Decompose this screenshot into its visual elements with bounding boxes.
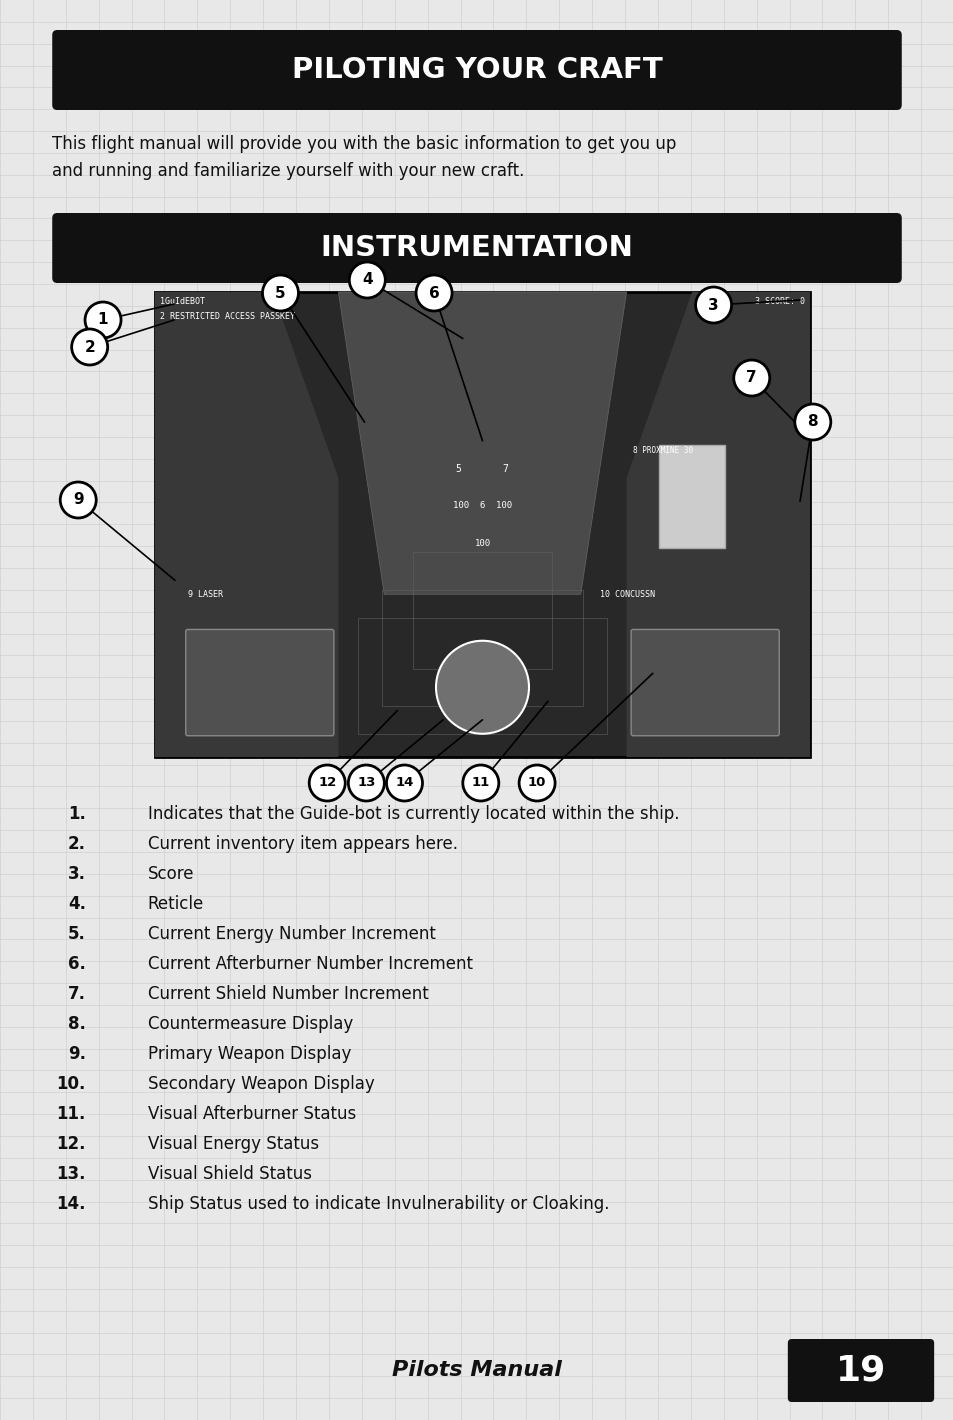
Text: Current inventory item appears here.: Current inventory item appears here. [148,835,457,853]
Polygon shape [626,293,809,757]
Text: 5: 5 [274,285,286,301]
Circle shape [436,640,529,734]
Text: 13.: 13. [56,1164,86,1183]
Text: 14.: 14. [56,1196,86,1213]
Text: 2.: 2. [68,835,86,853]
Circle shape [309,765,345,801]
Text: Visual Shield Status: Visual Shield Status [148,1164,312,1183]
Text: 8 PROXMINE 30: 8 PROXMINE 30 [633,446,693,454]
Circle shape [462,765,498,801]
Text: 10: 10 [527,777,546,790]
FancyBboxPatch shape [52,30,901,109]
FancyBboxPatch shape [154,293,809,757]
Text: 8.: 8. [68,1015,86,1032]
Circle shape [733,361,769,396]
Text: 19: 19 [835,1353,885,1387]
Circle shape [794,405,830,440]
Text: 9: 9 [72,493,84,507]
Text: 3.: 3. [68,865,86,883]
Text: INSTRUMENTATION: INSTRUMENTATION [320,234,633,263]
Text: 11: 11 [471,777,490,790]
Text: Current Energy Number Increment: Current Energy Number Increment [148,924,436,943]
Circle shape [85,302,121,338]
Circle shape [518,765,555,801]
Circle shape [416,275,452,311]
Circle shape [71,329,108,365]
Text: 8: 8 [806,415,818,429]
Text: 6: 6 [428,285,439,301]
Text: 12.: 12. [56,1135,86,1153]
Text: 9 LASER: 9 LASER [188,589,222,599]
Text: Indicates that the Guide-bot is currently located within the ship.: Indicates that the Guide-bot is currentl… [148,805,679,824]
FancyBboxPatch shape [787,1339,933,1402]
Text: 1GuIdEBOT: 1GuIdEBOT [160,297,205,305]
Text: 7.: 7. [68,985,86,1003]
Text: 2 RESTRICTED ACCESS PASSKEY: 2 RESTRICTED ACCESS PASSKEY [160,312,294,321]
Text: Ship Status used to indicate Invulnerability or Cloaking.: Ship Status used to indicate Invulnerabi… [148,1196,609,1213]
FancyBboxPatch shape [659,446,724,548]
Text: 11.: 11. [56,1105,86,1123]
Text: Pilots Manual: Pilots Manual [392,1360,561,1380]
Text: 1: 1 [97,312,109,328]
Text: 5       7: 5 7 [456,464,508,474]
FancyBboxPatch shape [631,629,779,736]
Circle shape [60,481,96,518]
Text: Countermeasure Display: Countermeasure Display [148,1015,353,1032]
Text: 2: 2 [84,339,95,355]
Text: Visual Energy Status: Visual Energy Status [148,1135,318,1153]
Text: Score: Score [148,865,194,883]
Text: This flight manual will provide you with the basic information to get you up
and: This flight manual will provide you with… [52,135,676,180]
Text: 9.: 9. [68,1045,86,1064]
FancyBboxPatch shape [186,629,334,736]
Text: Visual Afterburner Status: Visual Afterburner Status [148,1105,355,1123]
FancyBboxPatch shape [52,213,901,283]
Text: 7: 7 [745,371,757,385]
Text: Current Shield Number Increment: Current Shield Number Increment [148,985,428,1003]
Text: PILOTING YOUR CRAFT: PILOTING YOUR CRAFT [292,55,661,84]
Polygon shape [154,293,338,757]
Circle shape [349,263,385,298]
Text: 4: 4 [361,273,373,287]
Text: Primary Weapon Display: Primary Weapon Display [148,1045,351,1064]
Text: 100: 100 [474,538,490,548]
Circle shape [695,287,731,322]
Text: 100  6  100: 100 6 100 [453,501,512,510]
Circle shape [386,765,422,801]
Text: 4.: 4. [68,895,86,913]
Text: 13: 13 [356,777,375,790]
Text: Reticle: Reticle [148,895,204,913]
Text: 10 CONCUSSN: 10 CONCUSSN [599,589,655,599]
Text: 14: 14 [395,777,414,790]
Text: 10.: 10. [56,1075,86,1093]
Text: 12: 12 [317,777,336,790]
Text: Current Afterburner Number Increment: Current Afterburner Number Increment [148,956,473,973]
Circle shape [348,765,384,801]
Text: Secondary Weapon Display: Secondary Weapon Display [148,1075,375,1093]
Circle shape [262,275,298,311]
Polygon shape [338,293,626,594]
Text: 1.: 1. [68,805,86,824]
Text: 5.: 5. [68,924,86,943]
Text: 3: 3 [707,298,719,312]
Text: 3 SCORE: 0: 3 SCORE: 0 [754,297,804,305]
Text: 6.: 6. [68,956,86,973]
